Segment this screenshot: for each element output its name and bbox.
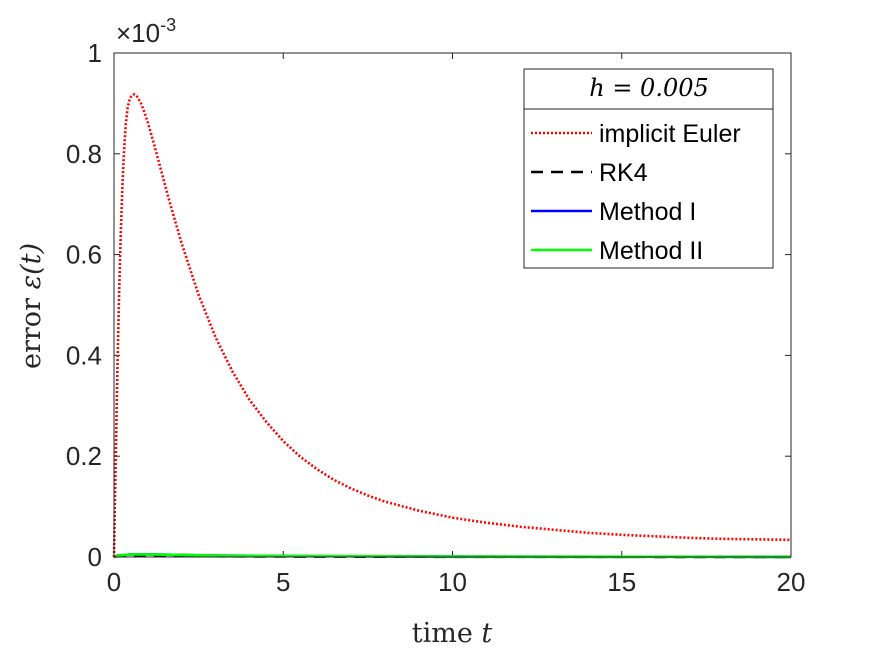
- axes-frame: [113, 52, 792, 558]
- x-tick-label: 5: [276, 567, 290, 597]
- axis-ticks: 0 5 10 15 20 0 0.2 0.4 0.6 0.8 1: [66, 38, 806, 597]
- x-axis-label: time t: [412, 618, 493, 649]
- legend-label: RK4: [599, 159, 648, 187]
- y-tick-label: 0.8: [66, 139, 102, 169]
- y-tick-label: 0.4: [66, 340, 102, 370]
- x-tick-label: 0: [107, 567, 121, 597]
- legend-box: [523, 68, 774, 269]
- y-tick-label: 0: [88, 542, 102, 572]
- axes-box: [113, 52, 792, 558]
- legend-title: h = 0.005: [589, 74, 709, 102]
- y-tick-label: 0.2: [66, 441, 102, 471]
- y-tick-label: 1: [88, 38, 102, 68]
- series-line-implicit-euler: [112, 93, 792, 558]
- legend-entries: implicit Euler RK4 Method I Method II: [531, 120, 741, 265]
- x-tick-label: 20: [777, 567, 806, 597]
- y-axis-label: error ε(t): [16, 243, 47, 369]
- y-exponent-label: ×10-3: [116, 15, 176, 48]
- legend-label: Method I: [599, 198, 696, 226]
- y-tick-label: 0.6: [66, 240, 102, 270]
- x-tick-label: 15: [607, 567, 636, 597]
- series-line-method-ii: [113, 553, 792, 559]
- x-tick-label: 10: [438, 567, 467, 597]
- legend-label: implicit Euler: [599, 120, 741, 148]
- legend-label: Method II: [599, 237, 703, 265]
- legend: h = 0.005 implicit Euler RK4 Method I Metho…: [523, 68, 774, 269]
